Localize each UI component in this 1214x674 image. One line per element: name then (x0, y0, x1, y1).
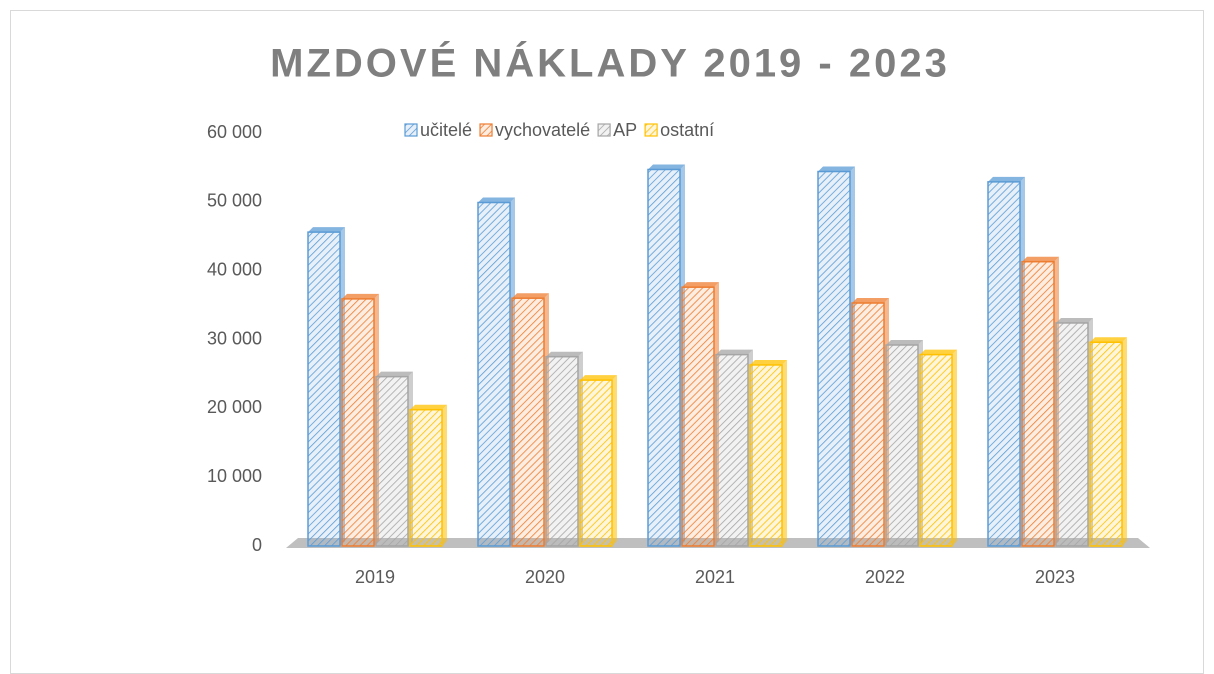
bar-top (1090, 337, 1127, 343)
legend-label: učitelé (420, 120, 472, 140)
bar (715, 353, 749, 547)
bar-top (342, 293, 379, 299)
legend-swatch (479, 123, 493, 137)
bar (885, 344, 919, 547)
bar-top (750, 359, 787, 365)
bar-top (1022, 256, 1059, 262)
bar-top (716, 349, 753, 355)
bar-top (648, 164, 685, 170)
bar (817, 170, 851, 547)
bar-top (1056, 317, 1093, 323)
bar (851, 302, 885, 547)
bar (749, 364, 783, 547)
legend-swatch (644, 123, 658, 137)
bar (1055, 322, 1089, 547)
bar (341, 298, 375, 547)
y-tick-label: 50 000 (207, 191, 262, 211)
y-tick-label: 0 (252, 535, 262, 555)
bar-top (818, 166, 855, 172)
bar-side (1122, 337, 1127, 546)
legend-swatch (597, 123, 611, 137)
legend-label: AP (613, 120, 637, 140)
bar-top (376, 371, 413, 377)
bar (647, 168, 681, 547)
x-tick-label: 2023 (1035, 567, 1075, 587)
bar-top (852, 298, 889, 304)
bar (307, 231, 341, 547)
bar (681, 286, 715, 547)
bar (1021, 260, 1055, 547)
bar-side (442, 404, 447, 546)
bar-top (682, 282, 719, 288)
bar-top (988, 176, 1025, 182)
bar (579, 379, 613, 547)
bar-side (782, 359, 787, 546)
y-tick-label: 40 000 (207, 259, 262, 279)
y-tick-label: 60 000 (207, 122, 262, 142)
bar-top (920, 349, 957, 355)
x-tick-label: 2019 (355, 567, 395, 587)
bar-top (410, 404, 447, 410)
bar (545, 355, 579, 547)
bar (375, 375, 409, 547)
x-tick-label: 2020 (525, 567, 565, 587)
bar-top (546, 351, 583, 357)
bar (987, 181, 1021, 547)
bar (919, 353, 953, 547)
bar-top (512, 293, 549, 299)
bar-top (308, 227, 345, 233)
bar (477, 201, 511, 547)
y-tick-label: 10 000 (207, 466, 262, 486)
x-tick-label: 2022 (865, 567, 905, 587)
bar (511, 297, 545, 547)
bar (1089, 341, 1123, 547)
legend-label: ostatní (660, 120, 714, 140)
bar-side (612, 375, 617, 546)
bar-top (886, 340, 923, 346)
legend-swatch (404, 123, 418, 137)
bar (409, 408, 443, 547)
x-tick-label: 2021 (695, 567, 735, 587)
y-tick-label: 30 000 (207, 328, 262, 348)
bar-top (478, 197, 515, 203)
bar-top (580, 375, 617, 381)
chart-title: MZDOVÉ NÁKLADY 2019 - 2023 (270, 41, 950, 86)
y-tick-label: 20 000 (207, 397, 262, 417)
bar-side (952, 349, 957, 546)
legend-label: vychovatelé (495, 120, 590, 140)
